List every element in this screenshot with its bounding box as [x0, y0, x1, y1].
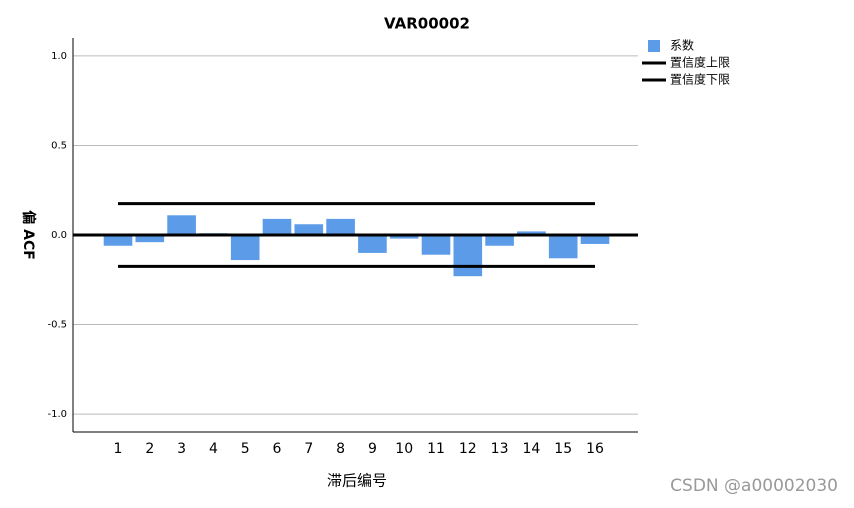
bar	[103, 235, 133, 246]
legend-label: 置信度上限	[670, 55, 730, 70]
x-tick-label: 9	[368, 441, 377, 457]
x-tick-label: 6	[273, 441, 282, 457]
x-tick-label: 11	[427, 441, 445, 457]
x-tick-label: 5	[241, 441, 250, 457]
bar	[294, 224, 324, 235]
watermark: CSDN @a00002030	[670, 476, 838, 496]
bar	[389, 235, 419, 239]
y-tick-label: 0.5	[51, 140, 67, 151]
bar	[358, 235, 387, 253]
x-tick-label: 10	[395, 441, 413, 457]
bar	[548, 235, 578, 259]
y-tick-label: 0.0	[51, 230, 67, 241]
y-tick-label: 1.0	[51, 51, 67, 62]
x-tick-label: 3	[177, 441, 186, 457]
legend-swatch	[648, 40, 660, 52]
bar	[230, 235, 260, 261]
x-tick-label: 2	[145, 441, 154, 457]
x-tick-label: 4	[209, 441, 218, 457]
bar	[517, 231, 546, 235]
bar	[326, 218, 355, 235]
x-tick-label: 7	[304, 441, 313, 457]
legend-label: 置信度下限	[670, 72, 730, 87]
x-tick-label: 16	[586, 441, 604, 457]
x-tick-label: 15	[554, 441, 572, 457]
bar	[485, 235, 514, 246]
x-tick-label: 13	[491, 441, 509, 457]
x-tick-label: 14	[522, 441, 540, 457]
bar	[167, 215, 196, 235]
x-axis-label: 滞后编号	[327, 472, 387, 490]
x-tick-label: 8	[336, 441, 345, 457]
y-axis-label: 偏 ACF	[20, 210, 37, 260]
x-tick-label: 1	[114, 441, 123, 457]
bar	[453, 235, 483, 277]
bar	[580, 235, 610, 244]
x-tick-label: 12	[459, 441, 477, 457]
y-tick-label: -1.0	[47, 409, 67, 420]
bar	[421, 235, 451, 255]
bar	[135, 235, 165, 243]
chart-title: VAR00002	[384, 15, 470, 33]
y-tick-label: -0.5	[47, 320, 67, 331]
legend-label: 系数	[670, 38, 694, 53]
bar	[262, 218, 292, 235]
